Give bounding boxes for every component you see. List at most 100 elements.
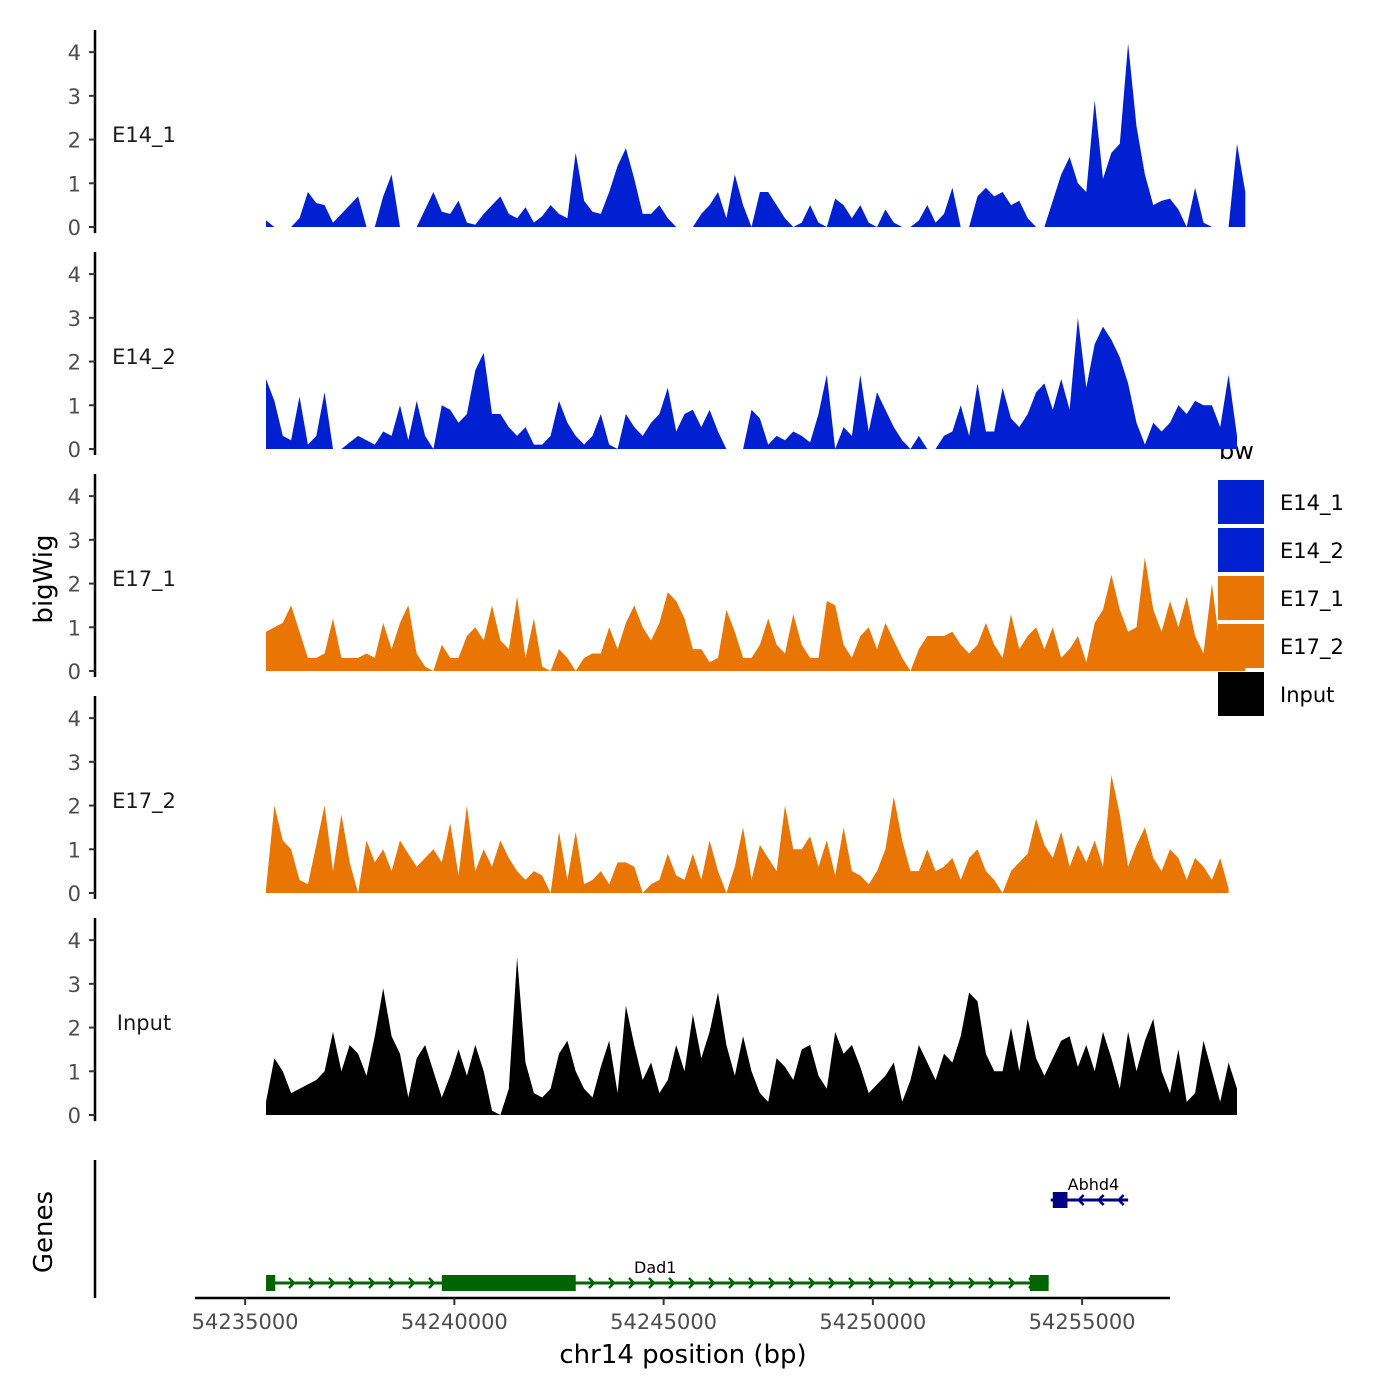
legend-swatch-e17-2: [1218, 624, 1264, 668]
y-tick-label-e17-2-0: 0: [68, 882, 81, 906]
y-tick-label-input-3: 3: [68, 973, 81, 997]
y-tick-label-e17-1-0: 0: [68, 660, 81, 684]
x-tick-label-54240000: 54240000: [401, 1310, 508, 1334]
track-e14-1: 0 1 2 3 4 E14_1: [68, 30, 1246, 240]
gene-chevron-dad1: [988, 1277, 996, 1289]
track-area-input: [266, 957, 1237, 1115]
y-tick-label-e14-1-1: 1: [68, 172, 81, 196]
y-tick-label-e17-1-2: 2: [68, 573, 81, 597]
legend-label-e17-2: E17_2: [1280, 635, 1344, 660]
gene-chevron-dad1: [348, 1277, 356, 1289]
gene-chevron-dad1: [608, 1277, 616, 1289]
track-label-e14-1: E14_1: [112, 123, 176, 148]
gene-chevron-dad1: [968, 1277, 976, 1289]
y-tick-label-e14-2-4: 4: [68, 263, 81, 287]
y-tick-label-e17-1-4: 4: [68, 485, 81, 509]
x-tick-label-54250000: 54250000: [819, 1310, 926, 1334]
y-tick-label-e14-1-3: 3: [68, 85, 81, 109]
gene-chevron-dad1: [788, 1277, 796, 1289]
gene-chevron-dad1: [1008, 1277, 1016, 1289]
tracks-group: 0 1 2 3 4 E14_1 0 1 2 3 4 E14_2 0 1 2 3 4 E17_1 0 1 2 3 4 E17_2…: [68, 30, 1246, 1128]
genes-axis-title: Genes: [29, 1191, 59, 1273]
legend-swatch-e17-1: [1218, 576, 1264, 620]
x-tick-label-54245000: 54245000: [610, 1310, 717, 1334]
y-tick-label-e14-2-2: 2: [68, 351, 81, 375]
track-area-e17-1: [266, 557, 1246, 671]
gene-chevron-dad1: [408, 1277, 416, 1289]
track-e14-2: 0 1 2 3 4 E14_2: [68, 252, 1237, 462]
y-tick-label-e17-1-1: 1: [68, 616, 81, 640]
gene-exon-dad1-1: [441, 1275, 576, 1291]
gene-chevron-dad1: [688, 1277, 696, 1289]
gene-chevron-abhd4: [1076, 1194, 1085, 1206]
track-area-e17-2: [266, 775, 1229, 893]
y-tick-label-e17-2-2: 2: [68, 795, 81, 819]
gene-chevron-dad1: [928, 1277, 936, 1289]
track-area-e14-2: [266, 317, 1237, 449]
y-tick-label-e14-2-1: 1: [68, 394, 81, 418]
gene-chevron-dad1: [748, 1277, 756, 1289]
y-tick-label-e14-1-2: 2: [68, 129, 81, 153]
y-tick-label-e14-1-0: 0: [68, 216, 81, 240]
y-tick-label-e14-1-4: 4: [68, 41, 81, 65]
track-label-e14-2: E14_2: [112, 345, 176, 370]
gene-chevron-dad1: [388, 1277, 396, 1289]
gene-chevron-dad1: [428, 1277, 436, 1289]
gene-chevron-dad1: [848, 1277, 856, 1289]
gene-chevron-dad1: [288, 1277, 296, 1289]
y-tick-label-e17-1-3: 3: [68, 529, 81, 553]
legend-label-e14-1: E14_1: [1280, 491, 1344, 516]
gene-label-dad1: Dad1: [634, 1258, 676, 1277]
gene-dad1: Dad1: [266, 1258, 1049, 1291]
track-label-input: Input: [117, 1011, 171, 1035]
gene-chevron-dad1: [328, 1277, 336, 1289]
gene-chevron-abhd4: [1116, 1194, 1125, 1206]
gene-chevron-dad1: [908, 1277, 916, 1289]
gene-abhd4: Abhd4: [1050, 1175, 1129, 1208]
track-label-e17-1: E17_1: [112, 567, 176, 592]
legend-label-e17-1: E17_1: [1280, 587, 1344, 612]
y-tick-label-e17-2-3: 3: [68, 751, 81, 775]
gene-chevron-dad1: [708, 1277, 716, 1289]
legend-swatch-e14-2: [1218, 528, 1264, 572]
gene-chevron-dad1: [768, 1277, 776, 1289]
gene-exon-abhd4-0: [1052, 1192, 1068, 1208]
gene-chevron-dad1: [868, 1277, 876, 1289]
x-tick-label-54255000: 54255000: [1029, 1310, 1136, 1334]
gene-chevron-dad1: [648, 1277, 656, 1289]
y-tick-label-input-4: 4: [68, 929, 81, 953]
gene-chevron-dad1: [888, 1277, 896, 1289]
gene-label-abhd4: Abhd4: [1068, 1175, 1120, 1194]
genes-group: Dad1 Abhd4: [93, 1160, 1129, 1298]
gene-chevron-dad1: [308, 1277, 316, 1289]
gene-chevron-dad1: [668, 1277, 676, 1289]
gene-chevron-dad1: [808, 1277, 816, 1289]
gene-chevron-dad1: [828, 1277, 836, 1289]
legend-swatch-e14-1: [1218, 480, 1264, 524]
y-axis-title: bigWig: [29, 534, 59, 623]
gene-chevron-dad1: [628, 1277, 636, 1289]
legend-label-input: Input: [1280, 683, 1334, 707]
y-tick-label-input-0: 0: [68, 1104, 81, 1128]
gene-chevron-dad1: [728, 1277, 736, 1289]
x-tick-label-54235000: 54235000: [192, 1310, 299, 1334]
gene-exon-dad1-2: [1029, 1275, 1049, 1291]
y-tick-label-e14-2-0: 0: [68, 438, 81, 462]
gene-chevron-dad1: [948, 1277, 956, 1289]
x-axis: 54235000 54240000 54245000 54250000 54255000: [192, 1296, 1170, 1334]
y-tick-label-input-1: 1: [68, 1060, 81, 1084]
x-axis-title: chr14 position (bp): [559, 1340, 806, 1370]
y-tick-label-input-2: 2: [68, 1017, 81, 1041]
legend-label-e14-2: E14_2: [1280, 539, 1344, 564]
legend-swatch-input: [1218, 672, 1264, 716]
gene-chevron-abhd4: [1096, 1194, 1105, 1206]
track-input: 0 1 2 3 4 Input: [68, 918, 1237, 1128]
y-tick-label-e14-2-3: 3: [68, 307, 81, 331]
track-e17-2: 0 1 2 3 4 E17_2: [68, 696, 1229, 906]
legend: E14_1 E14_2 E17_1 E17_2 Input: [1218, 480, 1344, 716]
track-e17-1: 0 1 2 3 4 E17_1: [68, 474, 1246, 684]
y-tick-label-e17-2-1: 1: [68, 838, 81, 862]
y-tick-label-e17-2-4: 4: [68, 707, 81, 731]
gene-exon-dad1-0: [266, 1275, 276, 1291]
